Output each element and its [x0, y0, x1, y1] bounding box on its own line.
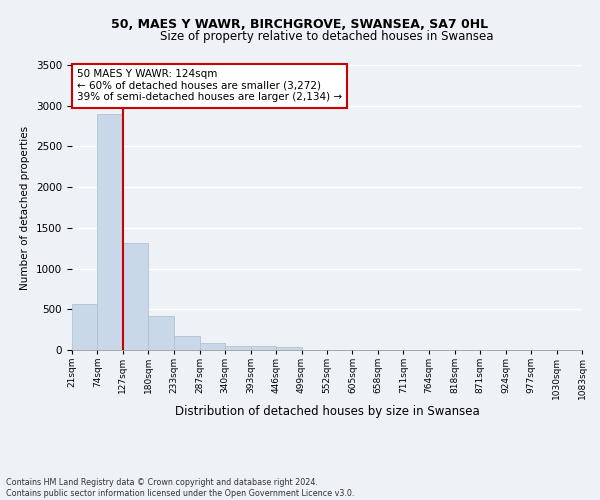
- Bar: [72, 304, 97, 350]
- Text: Contains HM Land Registry data © Crown copyright and database right 2024.
Contai: Contains HM Land Registry data © Crown c…: [6, 478, 355, 498]
- Text: 50, MAES Y WAWR, BIRCHGROVE, SWANSEA, SA7 0HL: 50, MAES Y WAWR, BIRCHGROVE, SWANSEA, SA…: [112, 18, 488, 30]
- Title: Size of property relative to detached houses in Swansea: Size of property relative to detached ho…: [160, 30, 494, 43]
- Bar: [251, 346, 276, 350]
- Bar: [148, 316, 174, 350]
- Y-axis label: Number of detached properties: Number of detached properties: [20, 126, 31, 290]
- Bar: [200, 344, 225, 350]
- Bar: [97, 114, 123, 350]
- Bar: [276, 347, 302, 350]
- Bar: [174, 336, 200, 350]
- Text: 50 MAES Y WAWR: 124sqm
← 60% of detached houses are smaller (3,272)
39% of semi-: 50 MAES Y WAWR: 124sqm ← 60% of detached…: [77, 70, 342, 102]
- X-axis label: Distribution of detached houses by size in Swansea: Distribution of detached houses by size …: [175, 404, 479, 417]
- Bar: [225, 346, 251, 350]
- Bar: [123, 244, 148, 350]
